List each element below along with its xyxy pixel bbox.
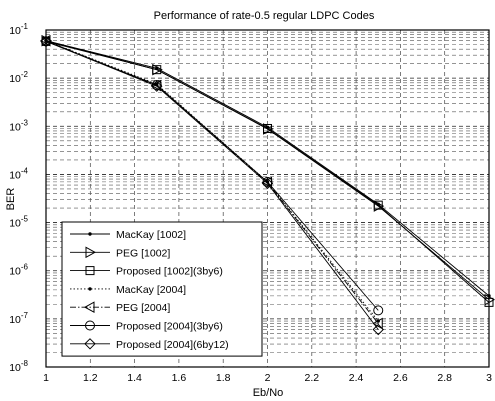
legend-marker [85,266,95,276]
series-line [45,40,379,330]
x-tick-label: 1.4 [127,372,142,384]
plot-frame [45,29,490,368]
data-point [151,80,163,92]
data-point [372,323,384,336]
x-tick-label: 1.6 [172,372,187,384]
x-tick-label: 2 [265,372,271,384]
y-axis-label: BER [5,188,17,211]
x-axis-label: Eb/No [253,387,284,399]
legend-marker [88,232,92,236]
data-point [261,177,274,190]
x-tick-label: 2.2 [304,372,319,384]
legend-label: Proposed [2004](3by6) [116,321,223,333]
data-point [373,200,383,210]
legend: MacKay [1002] PEG [1002] Proposed [1002](3… [61,221,263,357]
chart-title: Performance of rate-0.5 regular LDPC Cod… [154,10,375,22]
x-tick-label: 1.8 [216,372,231,384]
data-point [262,176,273,187]
legend-label: MacKay [1002] [116,229,186,241]
legend-label: PEG [1002] [116,247,170,259]
legend-marker [84,338,96,350]
x-tick-labels: 1 1.2 1.4 1.6 1.8 2 2.2 2.4 2.6 2.8 3 [43,372,492,384]
series-7 [40,35,384,336]
series-line [45,40,379,311]
legend-marker [83,301,95,314]
legend-label: MacKay [2004] [116,284,186,296]
data-point [263,123,272,133]
series-line [45,40,490,303]
legend-marker [85,320,95,331]
legend-marker [85,246,97,259]
x-tick-label: 3 [486,372,492,384]
data-point [152,65,162,75]
x-tick-label: 1 [43,372,49,384]
legend-label: Proposed [1002](3by6) [116,266,223,278]
x-tick-label: 1.2 [83,372,98,384]
legend-label: PEG [2004] [116,302,170,314]
x-tick-label: 2.6 [393,372,408,384]
data-point [373,305,384,316]
legend-marker [88,287,92,291]
data-point [372,317,383,330]
x-tick-label: 2.8 [437,372,452,384]
x-tick-label: 2.4 [349,372,364,384]
legend-label: Proposed [2004](6by12) [116,339,229,351]
y-tick-labels: 10-810-710-610-510-410-310-210-1 [9,22,28,374]
